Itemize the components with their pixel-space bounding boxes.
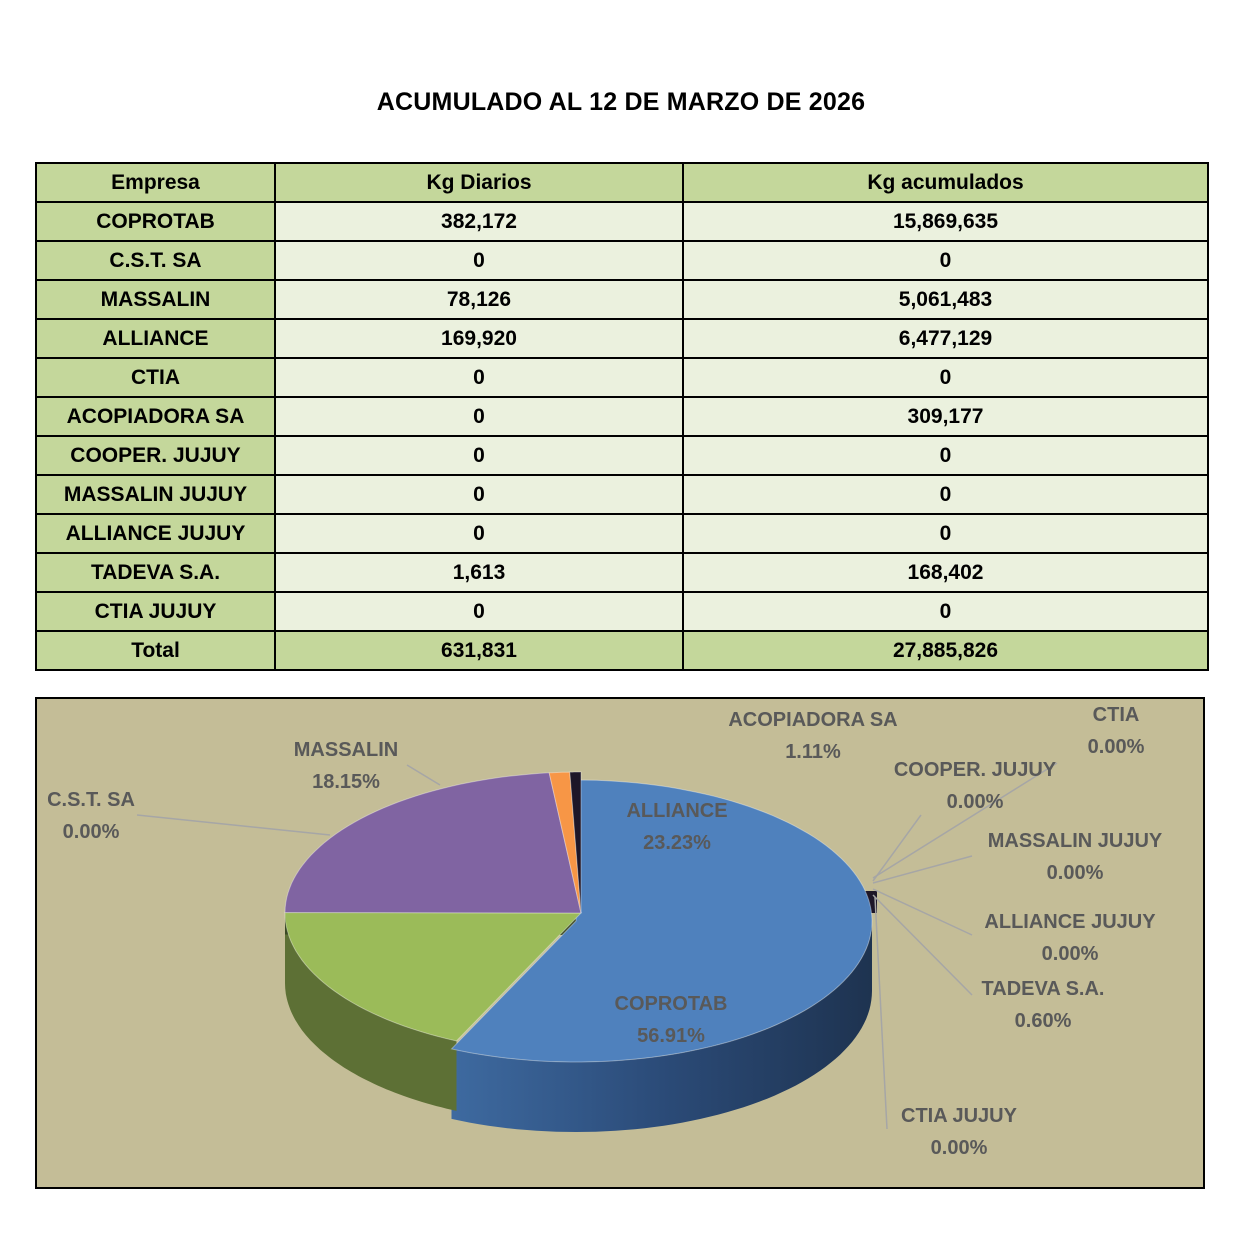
data-label-pct-ctia-jujuy: 0.00% bbox=[931, 1137, 988, 1159]
kg-diarios-cell: 0 bbox=[274, 240, 684, 281]
kg-acumulados-cell: 0 bbox=[682, 591, 1209, 632]
kg-acumulados-cell: 168,402 bbox=[682, 552, 1209, 593]
data-label-ctia: CTIA bbox=[1093, 704, 1140, 726]
kg-acumulados-cell: 15,869,635 bbox=[682, 201, 1209, 242]
table-row: TADEVA S.A. 1,613 168,402 bbox=[35, 552, 1209, 593]
company-cell: C.S.T. SA bbox=[35, 240, 276, 281]
total-row: Total 631,831 27,885,826 bbox=[35, 630, 1209, 671]
kg-acumulados-cell: 0 bbox=[682, 435, 1209, 476]
data-table: Empresa Kg Diarios Kg acumulados COPROTA… bbox=[35, 162, 1209, 671]
table-row: ACOPIADORA SA 0 309,177 bbox=[35, 396, 1209, 437]
table-header-row: Empresa Kg Diarios Kg acumulados bbox=[35, 162, 1209, 203]
data-label-pct-tadeva-s-a: 0.60% bbox=[1015, 1010, 1072, 1032]
data-label-pct-cooper-jujuy: 0.00% bbox=[947, 791, 1004, 813]
table-row: MASSALIN JUJUY 0 0 bbox=[35, 474, 1209, 515]
slice-tadeva-s-a bbox=[569, 771, 582, 914]
data-label-alliance-jujuy: ALLIANCE JUJUY bbox=[984, 911, 1156, 933]
pie-chart: COPROTAB 56.91% C.S.T. SA 0.00% MASSALIN 18.1… bbox=[47, 704, 1163, 1159]
leader-line-c-s-t-sa bbox=[136, 814, 331, 836]
table-row: COPROTAB 382,172 15,869,635 bbox=[35, 201, 1209, 242]
kg-acumulados-cell: 0 bbox=[682, 513, 1209, 554]
company-cell: MASSALIN bbox=[35, 279, 276, 320]
company-cell: CTIA bbox=[35, 357, 276, 398]
leader-line-tadeva-s-a bbox=[872, 894, 973, 996]
data-label-pct-alliance-jujuy: 0.00% bbox=[1042, 943, 1099, 965]
kg-diarios-cell: 169,920 bbox=[274, 318, 684, 359]
kg-acumulados-cell: 0 bbox=[682, 240, 1209, 281]
slice-side-massalin bbox=[285, 913, 457, 1111]
leader-line-massalin-jujuy bbox=[872, 855, 973, 884]
data-label-cooper-jujuy: COOPER. JUJUY bbox=[894, 759, 1057, 781]
kg-diarios-cell: 0 bbox=[274, 435, 684, 476]
table-row: CTIA JUJUY 0 0 bbox=[35, 591, 1209, 632]
data-label-coprotab: COPROTAB bbox=[615, 993, 728, 1015]
kg-diarios-cell: 0 bbox=[274, 474, 684, 515]
total-kg-diarios-cell: 631,831 bbox=[274, 630, 684, 671]
slice-acopiadora-sa bbox=[548, 771, 582, 914]
leader-line-cooper-jujuy bbox=[872, 814, 922, 882]
page-title: ACUMULADO AL 12 DE MARZO DE 2026 bbox=[376, 88, 866, 116]
data-label-massalin: MASSALIN bbox=[294, 739, 398, 761]
kg-diarios-cell: 78,126 bbox=[274, 279, 684, 320]
table-row: COOPER. JUJUY 0 0 bbox=[35, 435, 1209, 476]
data-label-c-s-t-sa: C.S.T. SA bbox=[47, 789, 135, 811]
table-row: C.S.T. SA 0 0 bbox=[35, 240, 1209, 281]
table-row: CTIA 0 0 bbox=[35, 357, 1209, 398]
kg-acumulados-cell: 5,061,483 bbox=[682, 279, 1209, 320]
data-label-massalin-jujuy: MASSALIN JUJUY bbox=[988, 830, 1163, 852]
leader-line-massalin bbox=[406, 764, 441, 786]
slice-coprotab bbox=[450, 779, 873, 1063]
data-label-ctia-jujuy: CTIA JUJUY bbox=[901, 1105, 1018, 1127]
data-label-pct-alliance: 23.23% bbox=[643, 832, 711, 854]
kg-diarios-cell: 0 bbox=[274, 357, 684, 398]
total-label-cell: Total bbox=[35, 630, 276, 671]
total-kg-acumulados-cell: 27,885,826 bbox=[682, 630, 1209, 671]
pie-chart-panel: COPROTAB 56.91% C.S.T. SA 0.00% MASSALIN 18.1… bbox=[35, 697, 1205, 1189]
header-empresa: Empresa bbox=[35, 162, 276, 203]
data-label-pct-c-s-t-sa: 0.00% bbox=[63, 821, 120, 843]
table-row: ALLIANCE 169,920 6,477,129 bbox=[35, 318, 1209, 359]
data-label-pct-coprotab: 56.91% bbox=[637, 1025, 705, 1047]
kg-acumulados-cell: 0 bbox=[682, 357, 1209, 398]
data-label-pct-acopiadora-sa: 1.11% bbox=[785, 741, 841, 763]
header-kg-diarios: Kg Diarios bbox=[274, 162, 684, 203]
company-cell: COPROTAB bbox=[35, 201, 276, 242]
slice-massalin bbox=[284, 911, 583, 1042]
leader-line-ctia-jujuy bbox=[874, 896, 888, 1130]
kg-acumulados-cell: 0 bbox=[682, 474, 1209, 515]
table-row: ALLIANCE JUJUY 0 0 bbox=[35, 513, 1209, 554]
data-label-tadeva-s-a: TADEVA S.A. bbox=[982, 978, 1105, 1000]
kg-acumulados-cell: 309,177 bbox=[682, 396, 1209, 437]
kg-diarios-cell: 382,172 bbox=[274, 201, 684, 242]
kg-diarios-cell: 1,613 bbox=[274, 552, 684, 593]
kg-diarios-cell: 0 bbox=[274, 513, 684, 554]
data-label-pct-massalin: 18.15% bbox=[312, 771, 380, 793]
slice-side-coprotab bbox=[451, 921, 872, 1132]
slice-alliance bbox=[284, 772, 582, 914]
data-label-pct-ctia: 0.00% bbox=[1088, 736, 1145, 758]
company-cell: ACOPIADORA SA bbox=[35, 396, 276, 437]
data-label-alliance: ALLIANCE bbox=[626, 800, 727, 822]
leader-line-alliance-jujuy bbox=[872, 888, 973, 936]
company-cell: TADEVA S.A. bbox=[35, 552, 276, 593]
table-row: MASSALIN 78,126 5,061,483 bbox=[35, 279, 1209, 320]
data-label-acopiadora-sa: ACOPIADORA SA bbox=[728, 709, 897, 731]
data-label-pct-massalin-jujuy: 0.00% bbox=[1047, 862, 1104, 884]
company-cell: ALLIANCE bbox=[35, 318, 276, 359]
company-cell: MASSALIN JUJUY bbox=[35, 474, 276, 515]
leader-line-ctia bbox=[872, 762, 1058, 879]
header-kg-acumulados: Kg acumulados bbox=[682, 162, 1209, 203]
kg-diarios-cell: 0 bbox=[274, 396, 684, 437]
kg-diarios-cell: 0 bbox=[274, 591, 684, 632]
company-cell: COOPER. JUJUY bbox=[35, 435, 276, 476]
company-cell: ALLIANCE JUJUY bbox=[35, 513, 276, 554]
kg-acumulados-cell: 6,477,129 bbox=[682, 318, 1209, 359]
company-cell: CTIA JUJUY bbox=[35, 591, 276, 632]
